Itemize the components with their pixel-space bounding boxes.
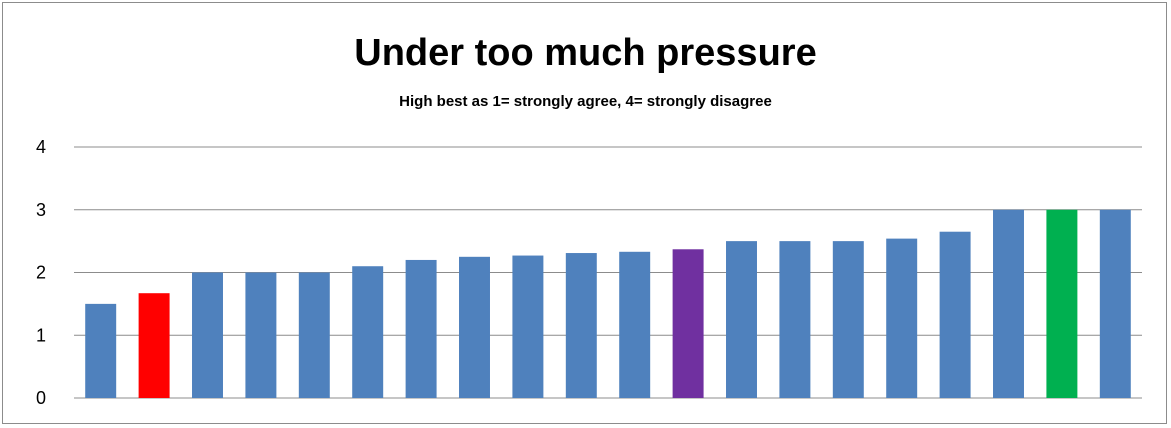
bar-4	[245, 272, 277, 398]
bar-6	[352, 266, 384, 398]
bar-11	[619, 251, 651, 398]
gridlines	[74, 146, 1142, 399]
y-tick-label-0: 0	[36, 388, 46, 408]
bar-9	[512, 255, 544, 398]
chart-title: Under too much pressure	[354, 32, 817, 74]
bar-15	[832, 241, 864, 398]
bar-7	[405, 259, 437, 398]
bar-2	[138, 293, 170, 398]
bar-16	[886, 238, 918, 398]
bar-13	[726, 241, 757, 398]
bar-12	[672, 249, 704, 398]
bar-17	[939, 231, 971, 398]
bar-10	[565, 253, 597, 398]
bar-19	[1046, 209, 1078, 398]
bars	[85, 209, 1131, 398]
bar-1	[85, 303, 117, 398]
bar-20	[1099, 209, 1131, 398]
bar-14	[779, 241, 811, 398]
bar-18	[993, 209, 1024, 398]
y-tick-label-1: 1	[36, 325, 46, 345]
y-tick-label-4: 4	[36, 137, 46, 157]
y-tick-label-2: 2	[36, 263, 46, 283]
bar-8	[459, 256, 490, 398]
bar-5	[298, 272, 330, 398]
chart-subtitle: High best as 1= strongly agree, 4= stron…	[399, 93, 772, 110]
y-axis-tick-labels: 0 1 2 3 4	[36, 137, 46, 408]
y-tick-label-3: 3	[36, 200, 46, 220]
bar-3	[192, 272, 223, 398]
